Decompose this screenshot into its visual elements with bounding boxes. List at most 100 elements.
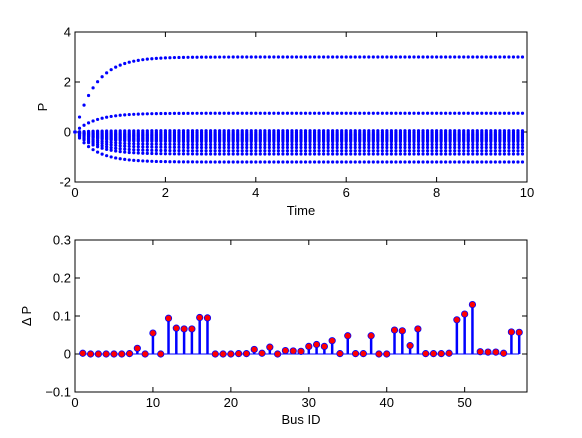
data-point bbox=[276, 139, 280, 144]
data-point bbox=[317, 142, 321, 147]
data-point bbox=[195, 160, 199, 164]
data-point bbox=[114, 65, 118, 69]
data-point bbox=[145, 112, 149, 116]
stem-marker bbox=[312, 340, 321, 349]
data-point bbox=[394, 139, 398, 144]
data-point bbox=[312, 142, 317, 147]
data-point bbox=[109, 138, 113, 142]
data-point bbox=[263, 160, 267, 164]
data-point bbox=[254, 160, 258, 164]
data-point bbox=[195, 149, 199, 153]
data-point bbox=[475, 149, 479, 153]
stem-marker bbox=[383, 350, 391, 358]
data-point bbox=[105, 115, 109, 119]
data-point bbox=[150, 112, 154, 116]
data-point bbox=[412, 55, 416, 59]
data-point bbox=[96, 117, 100, 122]
data-point bbox=[425, 149, 430, 153]
data-point bbox=[471, 145, 475, 150]
data-point bbox=[118, 141, 122, 145]
data-point bbox=[132, 59, 136, 63]
ticks-bottom: 0 10 20 30 40 50−0.100.10.20.3 bbox=[45, 233, 527, 410]
data-point bbox=[435, 145, 439, 150]
data-point bbox=[385, 142, 389, 147]
data-point bbox=[114, 138, 118, 142]
data-point bbox=[222, 149, 226, 153]
data-point bbox=[227, 111, 231, 115]
data-point bbox=[353, 111, 357, 115]
data-point bbox=[249, 142, 253, 147]
data-point bbox=[416, 160, 421, 164]
data-point bbox=[511, 152, 516, 156]
x-axis-label-bottom: Bus ID bbox=[281, 412, 320, 427]
data-point bbox=[331, 142, 335, 147]
data-point bbox=[520, 111, 525, 115]
data-point bbox=[362, 139, 366, 144]
data-point bbox=[168, 111, 172, 116]
data-point bbox=[335, 160, 339, 164]
data-point bbox=[471, 149, 475, 153]
data-point bbox=[362, 145, 366, 150]
data-point bbox=[457, 139, 461, 144]
data-point bbox=[308, 139, 312, 144]
data-point bbox=[154, 139, 158, 143]
x-tick-label: 0 bbox=[71, 185, 78, 200]
data-point bbox=[123, 113, 127, 117]
data-point bbox=[249, 145, 253, 150]
data-point bbox=[195, 111, 199, 115]
data-point bbox=[475, 142, 479, 147]
data-point bbox=[326, 111, 330, 115]
stem-marker bbox=[227, 350, 235, 358]
data-point bbox=[507, 55, 511, 59]
data-point bbox=[489, 111, 493, 115]
data-point bbox=[222, 55, 226, 59]
data-point bbox=[367, 111, 371, 115]
data-point bbox=[285, 149, 290, 153]
data-point bbox=[312, 152, 317, 156]
data-point bbox=[462, 142, 466, 147]
data-point bbox=[299, 139, 303, 144]
data-point bbox=[376, 160, 380, 164]
stem-marker bbox=[188, 325, 196, 333]
data-point bbox=[258, 160, 262, 164]
data-point bbox=[141, 159, 145, 163]
series-4 bbox=[73, 130, 525, 135]
data-point bbox=[457, 142, 461, 147]
data-point bbox=[249, 139, 253, 144]
data-point bbox=[349, 139, 353, 144]
data-point bbox=[299, 145, 303, 150]
data-point bbox=[141, 139, 145, 143]
data-point bbox=[326, 145, 330, 150]
data-point bbox=[272, 145, 276, 150]
data-point bbox=[240, 139, 244, 144]
data-point bbox=[154, 152, 158, 156]
stem-marker bbox=[390, 326, 399, 334]
data-point bbox=[380, 145, 384, 150]
data-point bbox=[398, 142, 403, 147]
data-point bbox=[516, 145, 520, 150]
data-point bbox=[380, 152, 384, 156]
series-13 bbox=[73, 130, 525, 150]
data-point bbox=[127, 139, 131, 143]
data-point bbox=[141, 58, 145, 62]
series-15 bbox=[73, 130, 525, 156]
data-point bbox=[267, 152, 271, 156]
data-point bbox=[168, 56, 172, 60]
stem-marker bbox=[250, 345, 258, 354]
data-point bbox=[199, 142, 204, 147]
data-point bbox=[421, 142, 425, 147]
data-point bbox=[507, 111, 511, 115]
data-point bbox=[349, 145, 353, 150]
stem-marker bbox=[429, 350, 438, 358]
series-7 bbox=[73, 130, 525, 139]
data-point bbox=[272, 149, 276, 153]
data-point bbox=[493, 142, 497, 147]
data-point bbox=[303, 111, 308, 115]
data-point bbox=[385, 149, 389, 153]
series-1 bbox=[73, 55, 525, 134]
data-point bbox=[344, 149, 348, 153]
series-6 bbox=[73, 130, 525, 137]
stem-marker bbox=[492, 348, 500, 356]
data-point bbox=[150, 139, 154, 143]
data-point bbox=[349, 55, 353, 59]
